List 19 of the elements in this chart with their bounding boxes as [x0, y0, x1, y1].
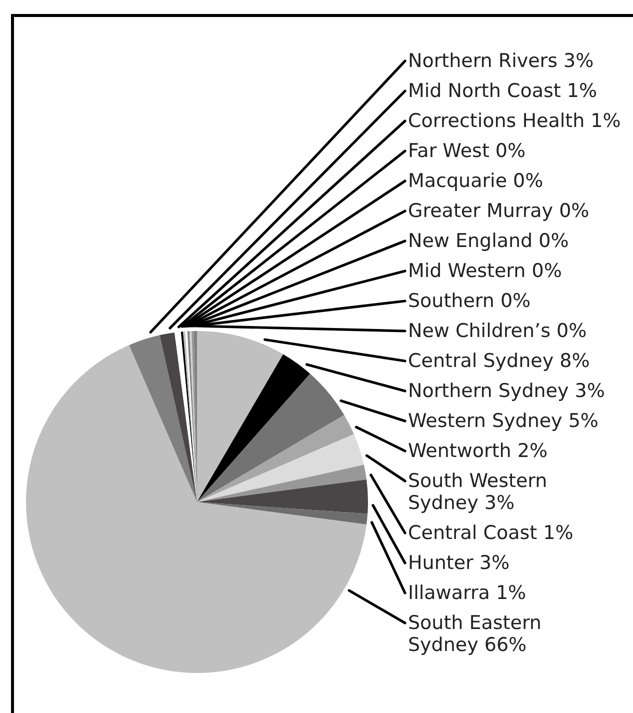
- slice-label: Western Sydney 5%: [408, 410, 598, 432]
- slice-label: Macquarie 0%: [408, 170, 544, 192]
- slice-label: Corrections Health 1%: [408, 110, 621, 132]
- slice-label: Far West 0%: [408, 140, 526, 162]
- slice-label: Wentworth 2%: [408, 440, 548, 462]
- slice-label: South Eastern Sydney 66%: [408, 612, 542, 656]
- slice-label: South Western Sydney 3%: [408, 470, 548, 514]
- slice-label: Greater Murray 0%: [408, 200, 590, 222]
- slice-label: Mid North Coast 1%: [408, 80, 598, 102]
- slice-label: New England 0%: [408, 230, 569, 252]
- slice-label: New Children’s 0%: [408, 320, 587, 342]
- slice-label: Northern Rivers 3%: [408, 50, 594, 72]
- slice-label: Mid Western 0%: [408, 260, 562, 282]
- slice-label: Central Coast 1%: [408, 522, 574, 544]
- slice-label: Hunter 3%: [408, 552, 510, 574]
- slice-label: Northern Sydney 3%: [408, 380, 605, 402]
- slice-label: Southern 0%: [408, 290, 531, 312]
- slice-label: Illawarra 1%: [408, 582, 526, 604]
- slice-label: Central Sydney 8%: [408, 350, 590, 372]
